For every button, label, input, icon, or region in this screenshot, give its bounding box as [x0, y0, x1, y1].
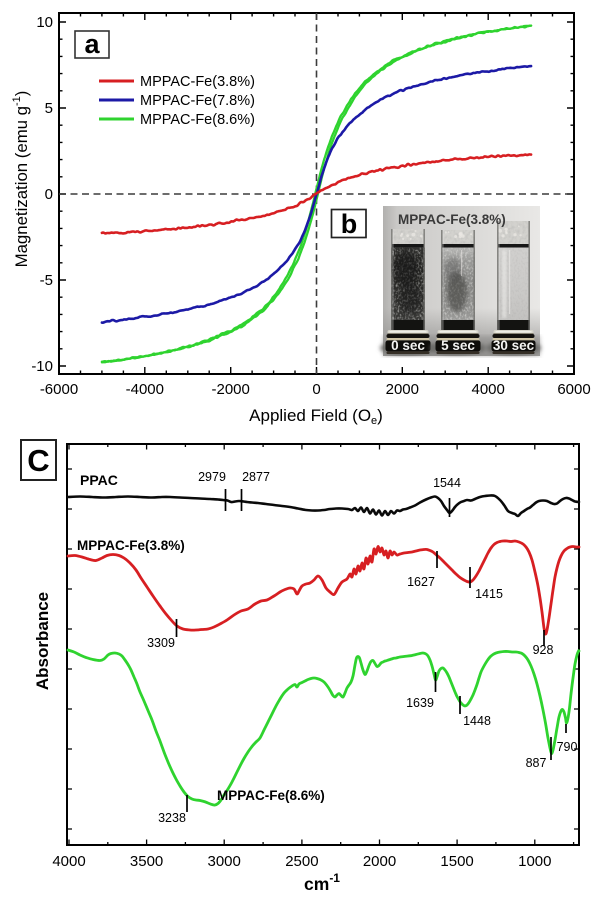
- svg-text:3309: 3309: [147, 636, 175, 650]
- svg-text:MPPAC-Fe(7.8%): MPPAC-Fe(7.8%): [140, 93, 255, 109]
- svg-text:Applied Field (Oe): Applied Field (Oe): [249, 406, 383, 427]
- svg-text:3000: 3000: [208, 853, 241, 870]
- svg-text:30 sec: 30 sec: [493, 338, 535, 353]
- svg-text:1639: 1639: [406, 696, 434, 710]
- svg-text:2000: 2000: [363, 853, 396, 870]
- svg-text:-6000: -6000: [40, 381, 78, 398]
- svg-text:b: b: [341, 209, 358, 239]
- svg-text:4000: 4000: [472, 381, 505, 398]
- svg-text:887: 887: [526, 756, 547, 770]
- svg-text:Magnetization (emu g-1): Magnetization (emu g-1): [11, 91, 31, 268]
- svg-text:MPPAC-Fe(8.6%): MPPAC-Fe(8.6%): [140, 112, 255, 128]
- svg-text:Absorbance: Absorbance: [33, 592, 52, 690]
- svg-text:2500: 2500: [285, 853, 318, 870]
- svg-text:5: 5: [45, 100, 53, 117]
- svg-text:4000: 4000: [52, 853, 85, 870]
- svg-text:a: a: [84, 29, 100, 59]
- svg-text:PPAC: PPAC: [80, 472, 118, 488]
- svg-text:2877: 2877: [242, 470, 270, 484]
- svg-text:1500: 1500: [440, 853, 473, 870]
- svg-text:0 sec: 0 sec: [391, 338, 425, 353]
- svg-text:928: 928: [533, 643, 554, 657]
- svg-text:5 sec: 5 sec: [441, 338, 475, 353]
- svg-text:1627: 1627: [407, 575, 435, 589]
- svg-text:MPPAC-Fe(8.6%): MPPAC-Fe(8.6%): [217, 788, 325, 803]
- svg-text:6000: 6000: [557, 381, 590, 398]
- svg-text:1544: 1544: [433, 476, 461, 490]
- svg-text:MPPAC-Fe(3.8%): MPPAC-Fe(3.8%): [77, 538, 185, 553]
- svg-text:2000: 2000: [386, 381, 419, 398]
- svg-text:2979: 2979: [198, 470, 226, 484]
- svg-text:1415: 1415: [475, 587, 503, 601]
- svg-text:0: 0: [45, 186, 53, 203]
- svg-text:1000: 1000: [518, 853, 551, 870]
- svg-text:-5: -5: [40, 272, 53, 289]
- svg-text:3500: 3500: [130, 853, 163, 870]
- svg-text:790: 790: [557, 740, 578, 754]
- svg-text:-2000: -2000: [212, 381, 250, 398]
- svg-text:C: C: [27, 443, 49, 478]
- svg-text:1448: 1448: [463, 714, 491, 728]
- svg-text:-4000: -4000: [126, 381, 164, 398]
- svg-text:3238: 3238: [158, 811, 186, 825]
- svg-text:MPPAC-Fe(3.8%): MPPAC-Fe(3.8%): [140, 74, 255, 90]
- svg-text:0: 0: [312, 381, 320, 398]
- svg-text:MPPAC-Fe(3.8%): MPPAC-Fe(3.8%): [398, 212, 506, 227]
- svg-text:-10: -10: [31, 358, 53, 375]
- svg-text:10: 10: [36, 14, 53, 31]
